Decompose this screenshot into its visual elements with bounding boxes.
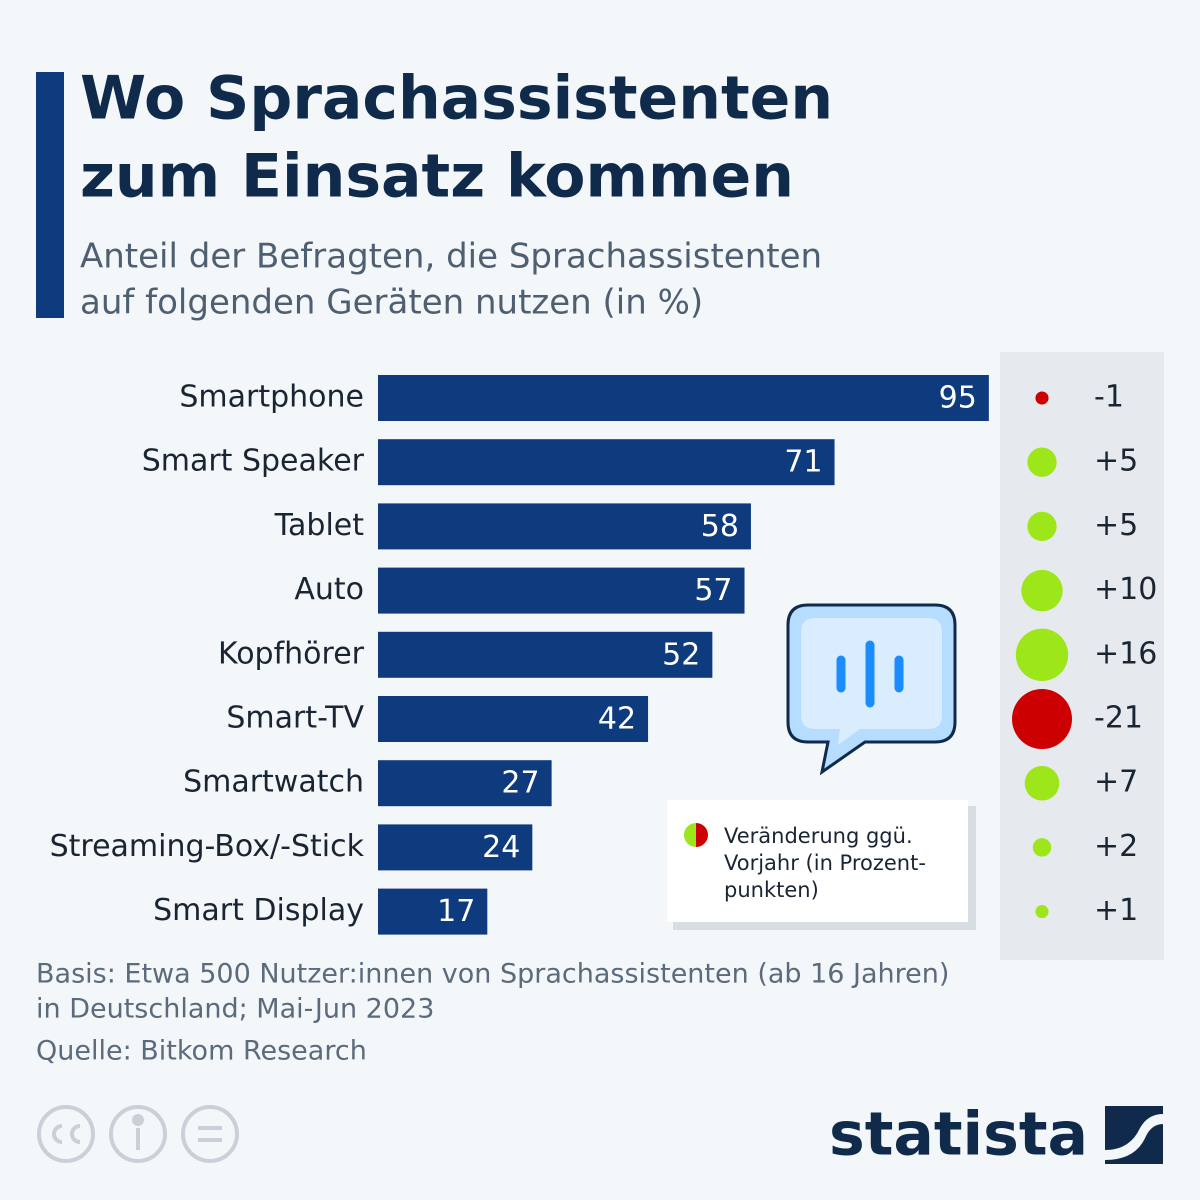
change-bubble [1021, 569, 1063, 612]
brand: statista [829, 1100, 1088, 1170]
title-accent [36, 72, 64, 318]
change-bubble [1024, 765, 1060, 801]
value-label: 52 [662, 637, 700, 672]
bar [378, 503, 751, 550]
change-bubble [1027, 447, 1057, 477]
category-label: Smartwatch [183, 765, 364, 800]
note: Basis: Etwa 500 Nutzer:innen von Spracha… [36, 959, 949, 990]
legend-label: Veränderung ggü. [724, 824, 913, 848]
category-label: Kopfhörer [218, 636, 365, 671]
value-label: 27 [501, 766, 539, 801]
change-label: +1 [1094, 893, 1138, 928]
category-label: Streaming-Box/-Stick [50, 829, 365, 864]
change-label: +7 [1094, 765, 1138, 800]
change-bubble [1015, 628, 1069, 681]
value-label: 95 [939, 381, 977, 416]
chart-title: zum Einsatz kommen [80, 142, 794, 212]
category-label: Smart Speaker [142, 444, 365, 479]
bar [378, 567, 745, 614]
change-label: +2 [1094, 829, 1138, 864]
change-label: +5 [1094, 508, 1138, 543]
change-label: +16 [1094, 636, 1157, 671]
note: in Deutschland; Mai-Jun 2023 [36, 994, 434, 1025]
value-label: 42 [598, 702, 636, 737]
speech-icon [786, 603, 957, 776]
bar [378, 888, 488, 935]
bar [378, 375, 989, 421]
value-label: 24 [482, 830, 520, 865]
chart-subtitle: Anteil der Befragten, die Sprachassisten… [80, 237, 822, 277]
brand-icon [1105, 1106, 1163, 1164]
change-bubble [1032, 838, 1052, 857]
category-label: Tablet [274, 508, 365, 543]
legend-label: punkten) [724, 878, 819, 902]
category-label: Smart-TV [226, 701, 364, 736]
change-label: -21 [1094, 701, 1143, 736]
source: Quelle: Bitkom Research [36, 1036, 367, 1067]
category-label: Auto [294, 572, 364, 607]
legend-swatch [684, 823, 696, 847]
category-label: Smartphone [179, 380, 364, 415]
change-bubble [1035, 391, 1049, 405]
chart-title: Wo Sprachassistenten [80, 64, 833, 134]
cc-icons [37, 1105, 239, 1163]
bar [378, 760, 552, 807]
change-bubble [1012, 689, 1072, 749]
bar [378, 631, 713, 678]
change-label: -1 [1094, 380, 1124, 415]
bar [378, 824, 533, 871]
value-label: 57 [694, 573, 732, 608]
bar [378, 439, 835, 486]
legend-swatch [696, 823, 708, 847]
value-label: 71 [784, 445, 822, 480]
chart-subtitle: auf folgenden Geräten nutzen (in %) [80, 283, 703, 323]
change-bubble [1027, 511, 1057, 542]
value-label: 17 [437, 894, 475, 929]
legend-label: Vorjahr (in Prozent- [724, 851, 926, 875]
change-bubble [1035, 905, 1049, 919]
bar [378, 696, 649, 742]
value-label: 58 [701, 509, 739, 544]
change-label: +10 [1094, 572, 1157, 607]
category-label: Smart Display [153, 893, 364, 928]
change-label: +5 [1094, 444, 1138, 479]
legend-box [667, 800, 968, 922]
